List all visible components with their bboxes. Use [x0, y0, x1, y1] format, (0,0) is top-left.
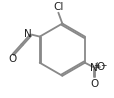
- Text: +: +: [93, 61, 99, 70]
- Text: O: O: [89, 79, 97, 89]
- Text: O: O: [96, 62, 104, 72]
- Text: O: O: [8, 54, 16, 64]
- Text: −: −: [100, 61, 106, 70]
- Text: N: N: [24, 29, 31, 39]
- Text: Cl: Cl: [53, 2, 63, 12]
- Text: N: N: [89, 63, 97, 73]
